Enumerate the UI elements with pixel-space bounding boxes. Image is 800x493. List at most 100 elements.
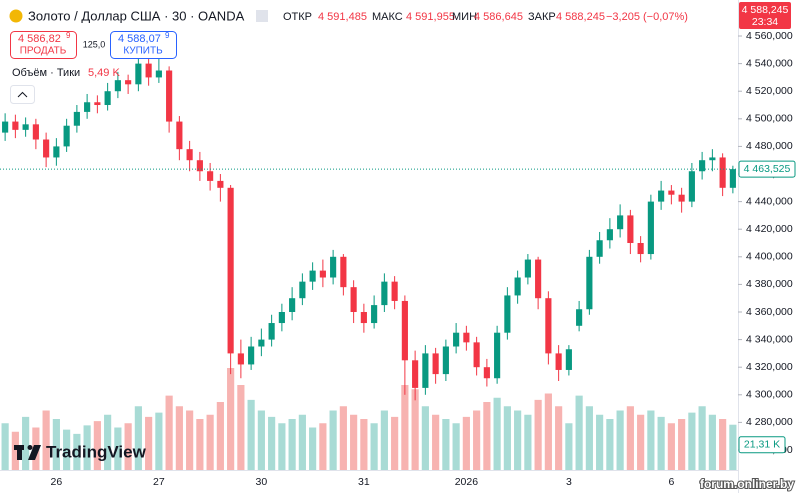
watermark: forum.onliner.by bbox=[700, 477, 794, 491]
volume-bar bbox=[319, 423, 327, 470]
candle-body bbox=[647, 201, 654, 255]
x-tick-label: 31 bbox=[358, 476, 370, 488]
volume-bar bbox=[432, 414, 440, 470]
candle-body bbox=[32, 124, 39, 140]
x-tick-label: 2026 bbox=[455, 476, 479, 488]
sell-price: 4 586,82 bbox=[18, 33, 61, 45]
candle-body bbox=[186, 149, 193, 161]
candle-body bbox=[258, 339, 265, 347]
volume-bar bbox=[626, 406, 634, 470]
symbol-icon bbox=[9, 9, 23, 23]
candle-body bbox=[483, 367, 490, 379]
candle-body bbox=[278, 311, 285, 324]
volume-bar bbox=[216, 402, 224, 470]
candle-body bbox=[145, 63, 152, 78]
ohlc-value: 4 586,645 bbox=[474, 11, 523, 23]
y-tick-label: 4 480,000 bbox=[746, 140, 793, 152]
ohlc-label: ЗАКР bbox=[528, 11, 556, 23]
logo-mark bbox=[17, 445, 22, 460]
volume-bar bbox=[257, 410, 265, 470]
candle-body bbox=[381, 281, 388, 306]
volume-bar bbox=[647, 410, 655, 470]
x-tick-label: 6 bbox=[668, 476, 674, 488]
volume-bar bbox=[534, 399, 542, 470]
candle-body bbox=[729, 169, 736, 188]
sell-button[interactable] bbox=[10, 31, 77, 59]
candle-body bbox=[43, 139, 50, 158]
candle-body bbox=[360, 311, 367, 324]
candle-body bbox=[94, 102, 101, 106]
x-tick-label: 30 bbox=[256, 476, 268, 488]
candle-body bbox=[309, 270, 316, 282]
candle-body bbox=[196, 160, 203, 172]
candle-body bbox=[12, 121, 19, 130]
candle-body bbox=[658, 190, 665, 202]
ohlc-label: МАКС bbox=[372, 11, 403, 23]
volume-bar bbox=[503, 406, 511, 470]
buy-price-sup: 9 bbox=[165, 31, 170, 40]
candle-body bbox=[586, 256, 593, 310]
candle-body bbox=[709, 157, 716, 161]
candle-body bbox=[319, 270, 326, 278]
volume-bar bbox=[678, 419, 686, 470]
volume-bar bbox=[708, 414, 716, 470]
volume-bar bbox=[442, 419, 450, 470]
candle-body bbox=[155, 70, 162, 78]
y-tick-label: 4 420,000 bbox=[746, 223, 793, 235]
candle-body bbox=[371, 305, 378, 324]
sell-label: ПРОДАТЬ bbox=[20, 46, 67, 57]
x-tick-label: 3 bbox=[566, 476, 572, 488]
volume-bar bbox=[421, 406, 429, 470]
y-tick-label: 4 280,000 bbox=[746, 416, 793, 428]
candle-body bbox=[114, 80, 121, 92]
candle-body bbox=[719, 157, 726, 188]
volume-bar bbox=[544, 393, 552, 470]
volume-last-label: 21,31 K bbox=[744, 438, 780, 450]
candle-body bbox=[422, 353, 429, 388]
collapse-button[interactable] bbox=[10, 85, 35, 104]
candle-body bbox=[104, 91, 111, 106]
volume-bar bbox=[514, 410, 522, 470]
price-tag-time: 23:34 bbox=[752, 16, 778, 28]
logo-mark bbox=[27, 445, 33, 450]
volume-bar bbox=[729, 424, 737, 470]
candle-body bbox=[606, 229, 613, 241]
candle-body bbox=[330, 256, 337, 278]
volume-bar bbox=[104, 414, 112, 470]
candle-body bbox=[688, 171, 695, 202]
volume-bar bbox=[380, 410, 388, 470]
x-tick-label: 27 bbox=[153, 476, 165, 488]
candle-body bbox=[432, 353, 439, 375]
ohlc-label: МИН bbox=[452, 11, 477, 23]
volume-bar bbox=[63, 429, 71, 470]
volume-bar bbox=[52, 419, 60, 470]
candle-body bbox=[699, 160, 706, 172]
logo-mark bbox=[28, 445, 41, 460]
volume-bar bbox=[11, 431, 19, 470]
plot bbox=[1, 53, 737, 470]
last-price-label: 4 463,525 bbox=[744, 163, 791, 175]
candle-body bbox=[617, 215, 624, 230]
volume-bar bbox=[329, 410, 337, 470]
spread: 125,0 bbox=[83, 39, 106, 49]
candle-body bbox=[391, 281, 398, 301]
volume-bar bbox=[278, 423, 286, 470]
buy-button[interactable] bbox=[110, 31, 177, 59]
volume-bar bbox=[268, 416, 276, 470]
volume-bar bbox=[298, 414, 306, 470]
volume-bar bbox=[524, 414, 532, 470]
candle-body bbox=[442, 346, 449, 375]
candle-body bbox=[125, 80, 132, 85]
candle-body bbox=[340, 256, 347, 288]
volume-bar bbox=[657, 416, 665, 470]
volume-bar bbox=[555, 406, 563, 470]
y-tick-label: 4 340,000 bbox=[746, 333, 793, 345]
volume-bar bbox=[1, 423, 9, 470]
candle-body bbox=[268, 323, 275, 340]
candle-body bbox=[637, 243, 644, 255]
buy-price: 4 588,07 bbox=[118, 33, 161, 45]
candle-body bbox=[524, 259, 531, 278]
volume-bar bbox=[585, 406, 593, 470]
